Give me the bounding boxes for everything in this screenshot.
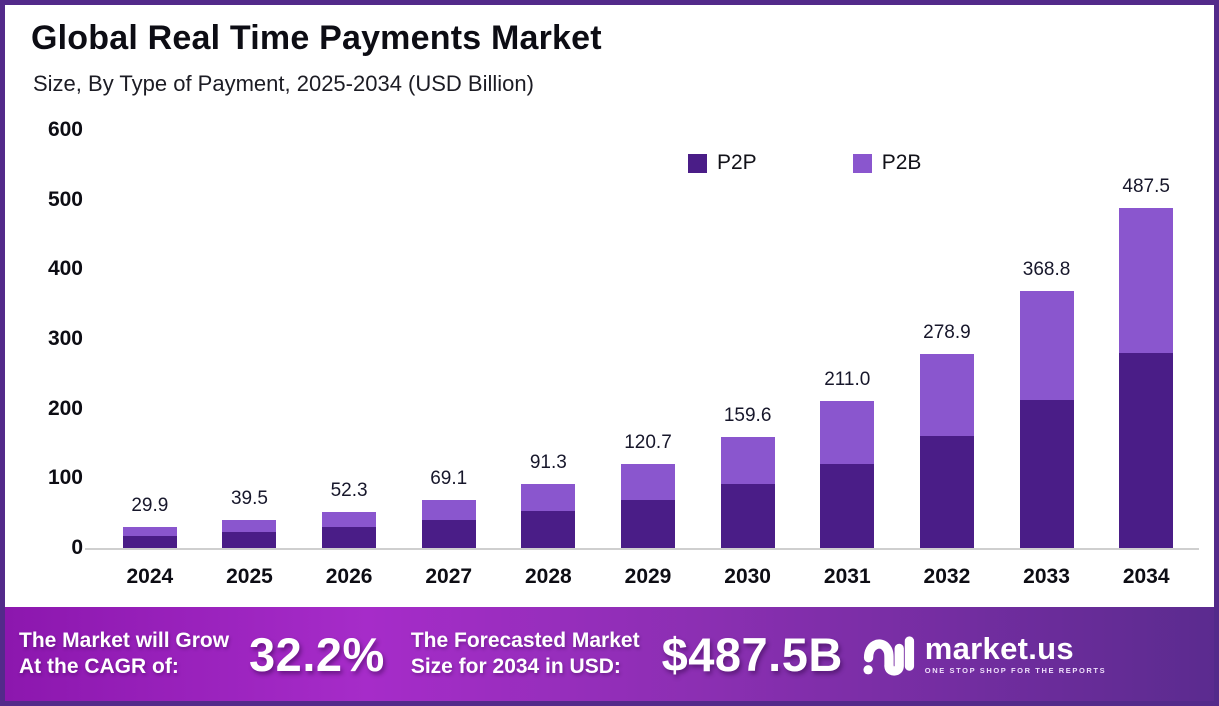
y-axis-labels: 0 100 200 300 400 500 600 — [19, 118, 83, 559]
bar-segment-p2p-2034 — [1119, 352, 1174, 548]
bar-total-label-2031: 211.0 — [824, 369, 871, 391]
legend-label-p2p: P2P — [717, 151, 757, 174]
bar-segment-p2p-2024 — [122, 536, 177, 548]
bar-2026 — [322, 511, 377, 548]
bar-2029 — [621, 463, 675, 548]
footer-banner: The Market will Grow At the CAGR of: 32.… — [5, 607, 1214, 701]
bar-segment-p2b-2033 — [1019, 291, 1074, 401]
x-tick-2028: 2028 — [525, 565, 572, 588]
cagr-label-line1: The Market will Grow — [19, 629, 230, 652]
bar-2034 — [1119, 208, 1174, 548]
page-title: Global Real Time Payments Market — [31, 19, 602, 57]
y-tick-100: 100 — [47, 466, 83, 490]
forecast-value: $487.5B — [661, 627, 843, 681]
x-tick-2029: 2029 — [624, 565, 672, 588]
bar-2032 — [919, 353, 974, 548]
legend-swatch-p2b — [852, 153, 872, 173]
x-tick-2034: 2034 — [1122, 565, 1170, 588]
bar-total-label-2025: 39.5 — [230, 488, 268, 510]
bar-total-label-2024: 29.9 — [131, 495, 169, 517]
bar-segment-p2b-2031 — [820, 401, 875, 464]
y-tick-200: 200 — [47, 396, 83, 420]
bar-2028 — [521, 484, 576, 548]
bar-segment-p2p-2031 — [820, 463, 875, 548]
chart-legend: P2P P2B — [688, 151, 921, 175]
x-tick-2024: 2024 — [126, 565, 174, 588]
x-tick-2027: 2027 — [425, 565, 473, 588]
legend-swatch-p2p — [688, 153, 707, 173]
bar-segment-p2b-2024 — [122, 527, 177, 537]
legend-item-p2b: P2B — [852, 151, 922, 175]
bar-segment-p2b-2029 — [621, 463, 675, 500]
brand-text: market.us ONE STOP SHOP FOR THE REPORTS — [924, 631, 1107, 676]
bar-segment-p2p-2027 — [421, 520, 476, 548]
bar-2027 — [421, 499, 476, 548]
y-tick-400: 400 — [47, 257, 83, 281]
bar-total-label-2026: 52.3 — [330, 479, 368, 501]
legend-label-p2b: P2B — [881, 151, 922, 174]
x-tick-2026: 2026 — [325, 565, 373, 588]
x-tick-2030: 2030 — [724, 565, 771, 588]
bar-2025 — [222, 520, 277, 548]
bar-segment-p2p-2030 — [720, 484, 775, 548]
bar-segment-p2b-2027 — [421, 499, 476, 521]
bar-segment-p2b-2026 — [322, 511, 377, 528]
bar-segment-p2b-2025 — [222, 520, 277, 533]
bar-total-label-2027: 69.1 — [430, 467, 468, 489]
bar-2033 — [1019, 291, 1074, 548]
x-tick-2032: 2032 — [923, 565, 971, 588]
bar-segment-p2b-2032 — [919, 353, 974, 437]
x-axis-labels: 2024 2025 2026 2027 2028 2029 2030 2031 2032 2033… — [100, 565, 1196, 599]
y-tick-600: 600 — [47, 118, 83, 141]
brand-tagline: ONE STOP SHOP FOR THE REPORTS — [924, 666, 1107, 675]
bar-segment-p2p-2032 — [919, 436, 974, 548]
legend-item-p2p: P2P — [688, 151, 757, 175]
bar-total-label-2028: 91.3 — [529, 452, 567, 474]
bar-segment-p2b-2034 — [1119, 208, 1174, 353]
bar-segment-p2p-2025 — [222, 532, 277, 548]
forecast-label: The Forecasted Market Size for 2034 in U… — [411, 628, 640, 680]
y-tick-300: 300 — [47, 327, 83, 350]
x-axis-line — [85, 548, 1199, 550]
bar-total-label-2032: 278.9 — [923, 321, 971, 343]
brand-logo: market.us ONE STOP SHOP FOR THE REPORTS — [861, 628, 1106, 680]
bar-total-label-2033: 368.8 — [1022, 259, 1071, 281]
y-tick-0: 0 — [71, 536, 83, 559]
bar-segment-p2b-2028 — [521, 484, 576, 512]
bar-2030 — [720, 436, 775, 548]
cagr-value: 32.2% — [249, 627, 385, 681]
bar-total-label-2034: 487.5 — [1122, 176, 1170, 198]
bar-segment-p2p-2033 — [1019, 400, 1074, 548]
market-us-logo-icon — [863, 636, 914, 676]
bar-segment-p2p-2026 — [322, 527, 377, 548]
cagr-label: The Market will Grow At the CAGR of: — [19, 628, 229, 680]
bar-total-label-2030: 159.6 — [723, 404, 772, 426]
bar-2024 — [122, 527, 177, 548]
bar-total-label-2029: 120.7 — [624, 431, 672, 453]
x-tick-2033: 2033 — [1023, 565, 1070, 588]
x-tick-2025: 2025 — [226, 565, 273, 588]
bar-2031 — [820, 401, 875, 548]
plot-area: 29.9 39.5 52.3 69.1 91.3 120.7 159.6 211.0 278.9… — [100, 130, 1196, 548]
page-subtitle: Size, By Type of Payment, 2025-2034 (USD… — [33, 71, 534, 96]
forecast-label-line1: The Forecasted Market — [410, 629, 640, 652]
bar-segment-p2p-2028 — [521, 511, 576, 548]
brand-name: market.us — [924, 631, 1074, 666]
x-tick-2031: 2031 — [823, 565, 871, 588]
y-tick-500: 500 — [47, 187, 83, 211]
bar-segment-p2b-2030 — [720, 436, 775, 485]
cagr-label-line2: At the CAGR of: — [19, 655, 179, 678]
bar-segment-p2p-2029 — [621, 499, 675, 548]
forecast-label-line2: Size for 2034 in USD: — [410, 655, 621, 678]
